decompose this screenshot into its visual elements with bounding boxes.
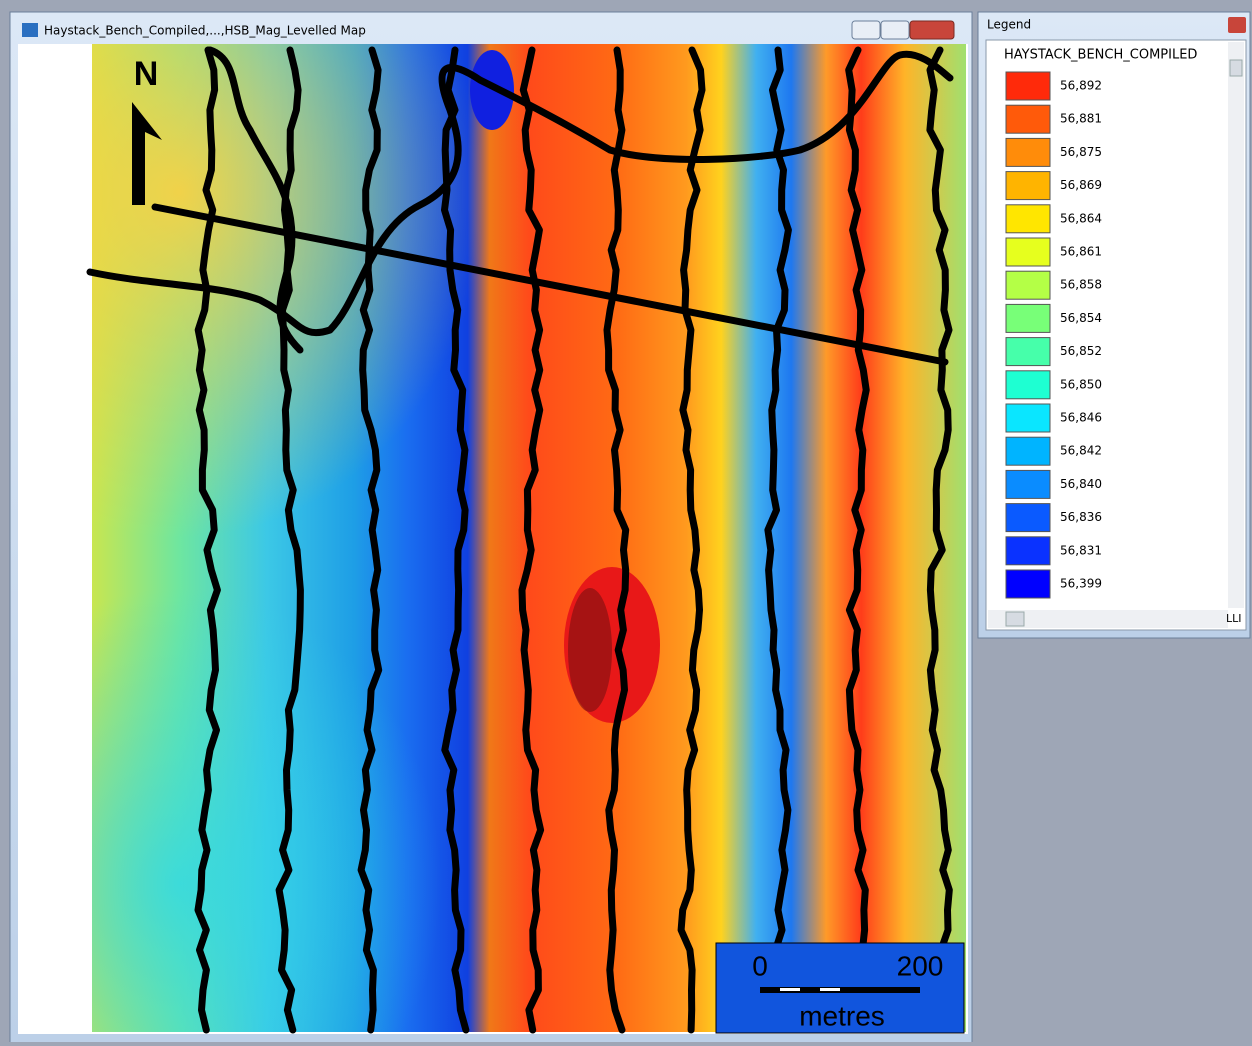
legend-label: 56,869	[1060, 178, 1102, 192]
legend-swatch	[1006, 470, 1050, 498]
legend-swatch	[1006, 437, 1050, 465]
legend-label: 56,852	[1060, 344, 1102, 358]
legend-swatch	[1006, 404, 1050, 432]
legend-label: 56,846	[1060, 411, 1102, 425]
legend-swatch	[1006, 338, 1050, 366]
legend-swatch	[1006, 537, 1050, 565]
legend-label: 56,831	[1060, 543, 1102, 557]
legend-label: 56,875	[1060, 145, 1102, 159]
scale-bar-segment	[820, 988, 840, 991]
maximize-button[interactable]	[881, 21, 909, 39]
minimize-button[interactable]	[852, 21, 880, 39]
legend-label: 56,836	[1060, 510, 1102, 524]
scale-start: 0	[752, 950, 768, 981]
screen: Haystack_Bench_Compiled,...,HSB_Mag_Leve…	[0, 0, 1252, 1042]
scale-bar-segment	[780, 988, 800, 991]
legend-label: 56,840	[1060, 477, 1102, 491]
window-icon	[22, 23, 38, 37]
legend-swatch	[1006, 72, 1050, 100]
legend-swatch	[1006, 271, 1050, 299]
legend-swatch	[1006, 304, 1050, 332]
legend-swatch	[1006, 570, 1050, 598]
close-button[interactable]	[910, 21, 954, 39]
magnetic-anomaly-shade	[568, 588, 612, 712]
legend-swatch	[1006, 504, 1050, 532]
legend-layer-name: HAYSTACK_BENCH_COMPILED	[1004, 48, 1197, 63]
page: {"map_window": {"title": "Haystack_Bench…	[0, 0, 1252, 1042]
legend-label: 56,399	[1060, 577, 1102, 591]
map-window-title: Haystack_Bench_Compiled,...,HSB_Mag_Leve…	[44, 24, 366, 38]
scroll-thumb[interactable]	[1006, 612, 1024, 626]
legend-label: 56,864	[1060, 211, 1102, 225]
scale-unit: metres	[799, 1000, 885, 1031]
legend-swatch	[1006, 172, 1050, 200]
legend-swatch	[1006, 371, 1050, 399]
vertical-scrollbar[interactable]	[1228, 42, 1244, 608]
legend-swatch	[1006, 238, 1050, 266]
scroll-thumb[interactable]	[1230, 60, 1242, 76]
legend-label: 56,892	[1060, 79, 1102, 93]
legend-label: 56,854	[1060, 311, 1102, 325]
scale-end: 200	[897, 950, 944, 981]
legend-swatch	[1006, 105, 1050, 133]
scroll-text: LLI	[1226, 612, 1242, 625]
legend-label: 56,881	[1060, 112, 1102, 126]
legend-swatch	[1006, 138, 1050, 166]
legend-label: 56,850	[1060, 377, 1102, 391]
legend-close-button[interactable]	[1228, 17, 1246, 33]
legend-window-title: Legend	[987, 18, 1031, 32]
north-label: N	[134, 55, 159, 93]
legend-label: 56,861	[1060, 245, 1102, 259]
legend-swatch	[1006, 205, 1050, 233]
legend-label: 56,842	[1060, 444, 1102, 458]
legend-label: 56,858	[1060, 278, 1102, 292]
